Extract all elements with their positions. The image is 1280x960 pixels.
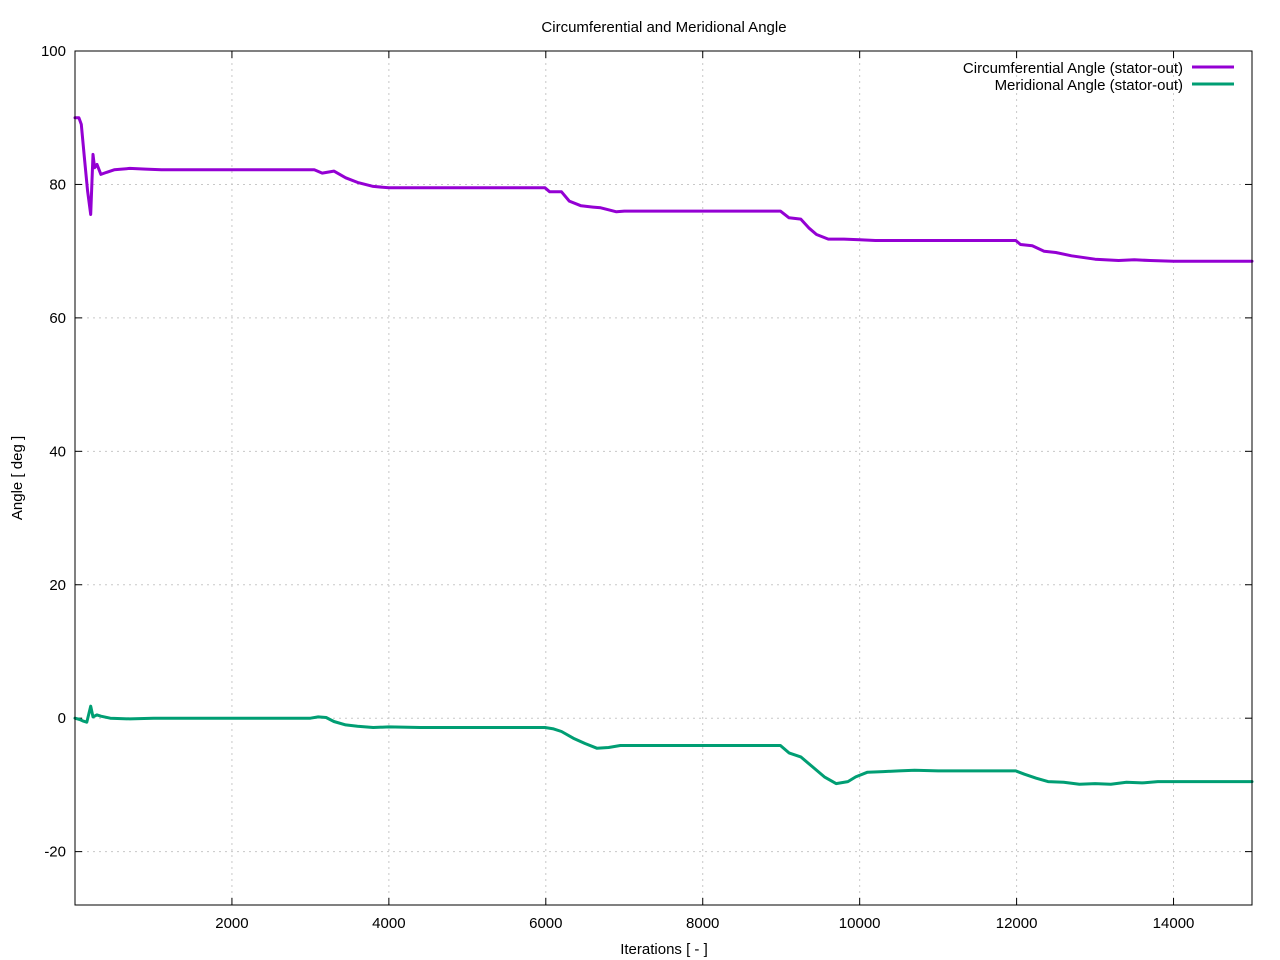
chart-title: Circumferential and Meridional Angle [541, 19, 786, 36]
legend: Circumferential Angle (stator-out) Merid… [963, 60, 1234, 94]
x-tick-label: 8000 [686, 915, 719, 932]
legend-label-circumferential: Circumferential Angle (stator-out) [963, 60, 1183, 77]
x-tick-label: 6000 [529, 915, 562, 932]
x-tick-label: 4000 [372, 915, 405, 932]
x-tick-label: 12000 [996, 915, 1038, 932]
y-tick-label: 0 [58, 710, 66, 727]
series-lines [73, 116, 1254, 786]
x-tick-label: 10000 [839, 915, 881, 932]
y-tick-label: 40 [49, 443, 66, 460]
y-tick-label: 100 [41, 43, 66, 60]
series-line-1 [73, 704, 1254, 786]
grid [75, 50, 1252, 905]
y-tick-label: -20 [44, 844, 66, 861]
series-line-0 [73, 116, 1254, 263]
y-tick-label: 80 [49, 176, 66, 193]
x-tick-label: 2000 [215, 915, 248, 932]
y-tick-label: 20 [49, 577, 66, 594]
axis-ticks: 2000 4000 6000 8000 10000 12000 14000 -20 0 20 40 6… [41, 43, 1252, 932]
x-axis-label: Iterations [ - ] [620, 941, 708, 958]
plot-frame [74, 50, 1253, 906]
y-tick-label: 60 [49, 310, 66, 327]
legend-label-meridional: Meridional Angle (stator-out) [995, 77, 1183, 94]
y-axis-label: Angle [ deg ] [9, 436, 26, 520]
x-tick-label: 14000 [1153, 915, 1195, 932]
